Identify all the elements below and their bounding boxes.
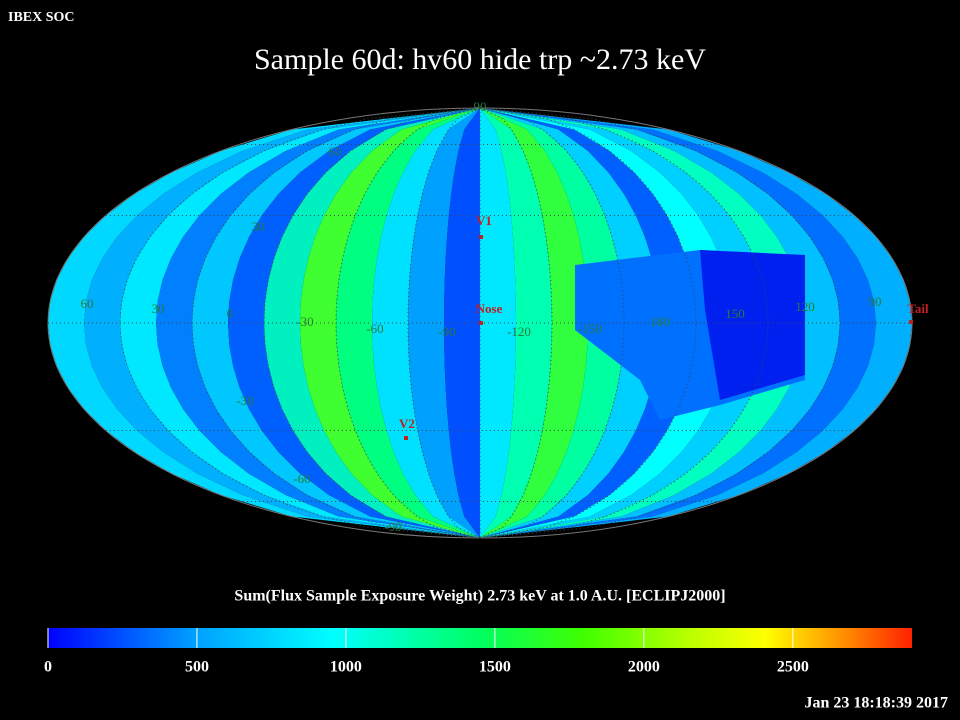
map-band (228, 108, 480, 538)
colorbar (48, 628, 912, 648)
grid-label: -90 (438, 324, 455, 339)
map-region (700, 250, 805, 400)
grid-label: 0 (227, 306, 234, 321)
colorbar-tick-label: 2000 (628, 659, 660, 676)
grid-label: -60 (366, 321, 383, 336)
grid-label: -30 (236, 393, 253, 408)
grid-label: -30 (296, 314, 313, 329)
colorbar-caption: Sum(Flux Sample Exposure Weight) 2.73 ke… (234, 588, 725, 605)
grid-label: 60 (81, 296, 94, 311)
map-band (480, 108, 516, 538)
colorbar-tick-label: 1000 (330, 659, 362, 676)
grid-label: 30 (152, 301, 165, 316)
grid-label: 150 (725, 306, 745, 321)
marker-dot (909, 320, 913, 324)
map-band (480, 108, 624, 538)
marker-dot (404, 436, 408, 440)
grid-label: 30 (252, 219, 265, 234)
grid-label: -90 (384, 519, 401, 534)
marker-label: V1 (476, 213, 492, 228)
grid-label: 180 (650, 314, 670, 329)
timestamp: Jan 23 18:18:39 2017 (804, 695, 948, 712)
title: Sample 60d: hv60 hide trp ~2.73 keV (254, 43, 706, 76)
grid-label: -60 (293, 471, 310, 486)
marker-dot (479, 321, 483, 325)
map-band (300, 108, 480, 538)
grid-label: 60 (329, 144, 342, 159)
graticule: 90 60 30 60 30 0 -30 -60 -90 -120 -150 180 150 120 90 -… (48, 99, 929, 539)
grid-label: 120 (795, 299, 815, 314)
marker-label: Tail (907, 301, 929, 316)
colorbar-tick-label: 2500 (777, 659, 809, 676)
grid-label: -120 (507, 324, 531, 339)
marker-label: Nose (476, 301, 503, 316)
colorbar-tick-label: 0 (44, 659, 52, 676)
marker-dot (479, 235, 483, 239)
grid-label: 90 (869, 294, 882, 309)
grid-label: 90 (474, 99, 487, 114)
grid-label: -150 (578, 321, 602, 336)
map-band (444, 108, 480, 538)
marker-label: V2 (399, 416, 415, 431)
map-band (336, 108, 480, 538)
map-band (480, 108, 588, 538)
map-band (372, 108, 480, 538)
colorbar-tick-label: 500 (185, 659, 209, 676)
colorbar-tick-label: 1500 (479, 659, 511, 676)
source-label: IBEX SOC (8, 10, 75, 25)
map-band (480, 108, 660, 538)
map-band (480, 108, 732, 538)
